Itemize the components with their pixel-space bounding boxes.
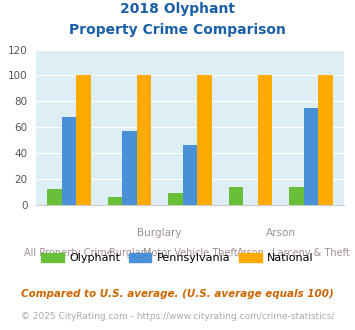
Bar bbox=[61, 117, 76, 205]
Bar bbox=[289, 186, 304, 205]
Bar bbox=[304, 108, 318, 205]
Bar bbox=[137, 75, 151, 205]
Text: All Property Crime: All Property Crime bbox=[24, 248, 113, 258]
Bar bbox=[318, 75, 333, 205]
Text: Compared to U.S. average. (U.S. average equals 100): Compared to U.S. average. (U.S. average … bbox=[21, 289, 334, 299]
Text: Burglary: Burglary bbox=[137, 228, 182, 238]
Bar bbox=[197, 75, 212, 205]
Text: Property Crime Comparison: Property Crime Comparison bbox=[69, 23, 286, 37]
Text: Larceny & Theft: Larceny & Theft bbox=[272, 248, 350, 258]
Text: 2018 Olyphant: 2018 Olyphant bbox=[120, 2, 235, 16]
Text: Arson: Arson bbox=[266, 228, 296, 238]
Bar bbox=[258, 75, 272, 205]
Legend: Olyphant, Pennsylvania, National: Olyphant, Pennsylvania, National bbox=[37, 248, 318, 268]
Bar bbox=[229, 186, 243, 205]
Bar bbox=[168, 193, 183, 205]
Bar bbox=[76, 75, 91, 205]
Bar bbox=[108, 197, 122, 205]
Bar bbox=[122, 131, 137, 205]
Text: Motor Vehicle Theft: Motor Vehicle Theft bbox=[143, 248, 237, 258]
Text: Burglary: Burglary bbox=[109, 248, 150, 258]
Bar bbox=[47, 189, 61, 205]
Text: Arson: Arson bbox=[236, 248, 264, 258]
Text: © 2025 CityRating.com - https://www.cityrating.com/crime-statistics/: © 2025 CityRating.com - https://www.city… bbox=[21, 312, 334, 321]
Bar bbox=[183, 145, 197, 205]
